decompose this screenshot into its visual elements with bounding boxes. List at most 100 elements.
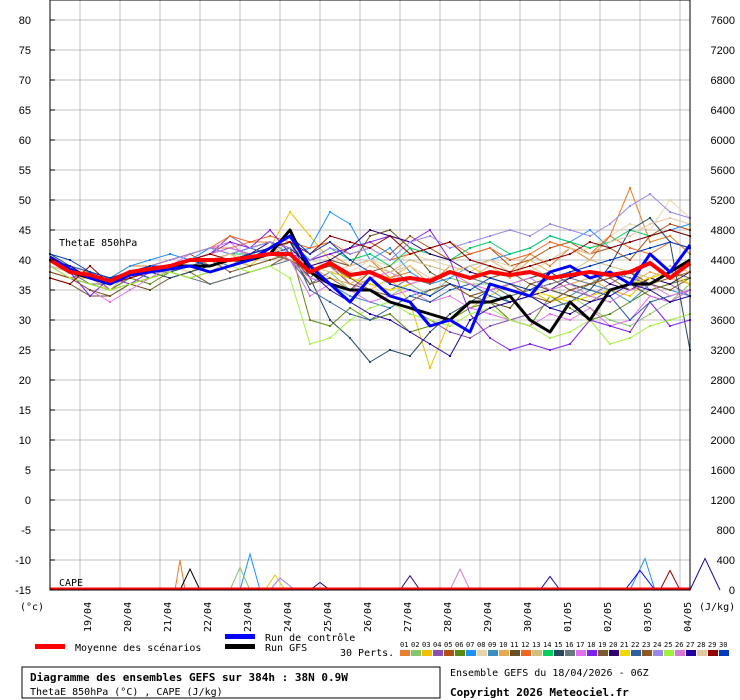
y-tick-label: 50 [19, 195, 31, 207]
perturbation-point [509, 349, 511, 351]
perturbation-point [489, 307, 491, 309]
perturbation-point [469, 307, 471, 309]
perturbation-legend-swatch [422, 650, 432, 656]
legend-control-label: Run de contrôle [265, 632, 355, 644]
perturbation-point [409, 313, 411, 315]
perturbation-point [629, 325, 631, 327]
y-tick-label: 80 [19, 15, 31, 27]
perturbation-legend-swatch [554, 650, 564, 656]
perturbation-point [489, 235, 491, 237]
perturbation-point [389, 283, 391, 285]
perturbation-legend-number: 19 [598, 641, 606, 649]
title-box [21, 666, 441, 699]
chart-subtitle: ThetaE 850hPa (°C) , CAPE (J/kg) [30, 687, 223, 698]
cape-series-label: CAPE [59, 578, 83, 589]
perturbation-point [389, 349, 391, 351]
perturbation-point [589, 259, 591, 261]
perturbation-point [429, 283, 431, 285]
perturbation-point [509, 301, 511, 303]
perturbation-point [149, 265, 151, 267]
y-tick-label: 0 [25, 495, 31, 507]
perturbation-point [429, 247, 431, 249]
perturbation-point [409, 241, 411, 243]
perturbation-point [549, 301, 551, 303]
y-tick-label: 30 [19, 315, 31, 327]
perturbation-point [409, 295, 411, 297]
perturbation-point [329, 289, 331, 291]
y-tick-label: 45 [19, 225, 31, 237]
perturbation-point [629, 337, 631, 339]
legend-gfs-label: Run GFS [265, 643, 307, 654]
ensemble-mean-line [48, 252, 692, 283]
perturbation-legend-number: 26 [675, 641, 683, 649]
perturbation-legend-number: 22 [631, 641, 639, 649]
perturbation-point [389, 289, 391, 291]
perturbation-point [309, 283, 311, 285]
perturbation-point [389, 271, 391, 273]
x-tick-label: 29/04 [483, 602, 494, 632]
perturbation-point [269, 235, 271, 237]
perturbation-point [469, 265, 471, 267]
perturbation-point [389, 265, 391, 267]
perturbation-legend-swatch [620, 650, 630, 656]
perturbation-point [629, 241, 631, 243]
perturbation-point [369, 247, 371, 249]
perturbation-point [629, 223, 631, 225]
perturbation-point [509, 277, 511, 279]
perturbation-point [249, 247, 251, 249]
perturbation-point [369, 241, 371, 243]
perturbation-point [429, 343, 431, 345]
perturbation-point [589, 241, 591, 243]
perturbation-legend-swatch [565, 650, 575, 656]
perturbation-point [189, 277, 191, 279]
perturbation-legend-number: 06 [455, 641, 463, 649]
perturbation-legend-swatch [598, 650, 608, 656]
perturbation-point [609, 301, 611, 303]
perturbation-legend-swatch [708, 650, 718, 656]
perturbation-legend-number: 27 [686, 641, 694, 649]
perturbation-point [409, 265, 411, 267]
perturbation-point [369, 229, 371, 231]
perturbation-legend-number: 03 [422, 641, 430, 649]
perturbation-legend-swatch [400, 650, 410, 656]
y-tick-label: -10 [15, 555, 31, 567]
x-tick-label: 01/05 [563, 602, 574, 632]
perturbation-legend-number: 14 [543, 641, 551, 649]
y-tick-label: 65 [19, 105, 31, 117]
perturbation-point [649, 325, 651, 327]
perturbation-legend-swatch [499, 650, 509, 656]
perturbation-point [229, 241, 231, 243]
perturbation-point [649, 235, 651, 237]
perturbation-point [469, 283, 471, 285]
perturbation-point [269, 265, 271, 267]
perturbation-point [529, 343, 531, 345]
perturbation-point [429, 289, 431, 291]
perturbation-point [249, 241, 251, 243]
perturbation-point [129, 289, 131, 291]
cape-spike [689, 557, 721, 591]
perturbation-point [329, 253, 331, 255]
perturbation-point [569, 319, 571, 321]
perturbation-point [69, 265, 71, 267]
perturbation-point [649, 313, 651, 315]
perturbation-point [309, 277, 311, 279]
thetae-series-label: ThetaE 850hPa [59, 238, 137, 249]
perturbation-point [289, 259, 291, 261]
perturbation-point [569, 289, 571, 291]
perturbation-point [429, 259, 431, 261]
plot-frame [49, 0, 691, 591]
perturbation-point [529, 277, 531, 279]
cape-spike [269, 577, 296, 591]
perturbation-point [489, 325, 491, 327]
perturbation-point [369, 283, 371, 285]
perturbation-point [669, 265, 671, 267]
perturbation-point [469, 259, 471, 261]
perturbation-point [609, 247, 611, 249]
cape-spike [539, 575, 561, 591]
perturbation-point [329, 211, 331, 213]
x-tick-label: 30/04 [523, 602, 534, 632]
perturbation-point [489, 313, 491, 315]
perturbation-point [149, 259, 151, 261]
perturbation-point [629, 205, 631, 207]
